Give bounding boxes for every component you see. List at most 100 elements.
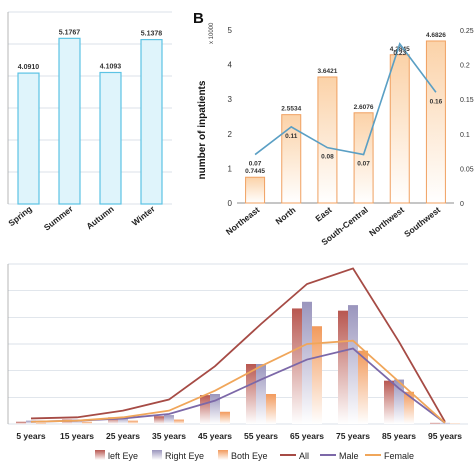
panel-label-b: B: [193, 10, 204, 27]
bar-left-eye: [200, 395, 210, 424]
x-tick-label: 5 years: [16, 431, 46, 441]
x-tick-label: Spring: [6, 204, 33, 228]
x-tick-label: East: [313, 205, 333, 224]
x-tick-label: Northeast: [224, 205, 262, 237]
value-label: 5.1378: [141, 31, 163, 38]
y-tick-label: 5: [228, 26, 233, 35]
bar-both-eye: [36, 422, 46, 424]
season-chart: 4.0910 Spring 5.1767 Summer 4.1093 Autumn 5.13…: [6, 11, 172, 233]
line-value-label: 0.23: [393, 50, 406, 57]
value-label: 2.5534: [281, 106, 301, 113]
bar-northeast: [245, 176, 266, 204]
bar-winter: [140, 38, 163, 205]
value-label: 0.7445: [245, 168, 265, 175]
bar-right-eye: [440, 422, 450, 424]
bar-right-eye: [348, 305, 358, 424]
line-value-label: 0.11: [285, 133, 298, 140]
y2-tick-label: 0.2: [460, 63, 470, 70]
x-tick-label: Winter: [130, 203, 157, 228]
x-tick-label: 75 years: [336, 431, 370, 441]
bar-both-eye: [174, 419, 184, 424]
region-chart: B x 10000 number of inpatients 0 1 2 3 4 5 0 0.…: [193, 10, 474, 247]
y2-tick-label: 0.1: [460, 132, 470, 139]
bar-right-eye: [302, 301, 312, 424]
x-tick-label: 25 years: [106, 431, 140, 441]
bar-right-eye: [26, 420, 36, 424]
x-tick-label: 45 years: [198, 431, 232, 441]
bar-northwest: [389, 54, 410, 204]
y2-tick-label: 0: [460, 201, 464, 208]
bar-east: [317, 76, 338, 204]
bar-left-eye: [384, 380, 394, 424]
bar-summer: [58, 37, 81, 205]
line-male: [30, 347, 446, 424]
legend-label: Both Eye: [231, 451, 268, 461]
bar-both-eye: [128, 420, 138, 424]
value-label: 4.2845: [390, 46, 410, 53]
x-tick-label: 15 years: [60, 431, 94, 441]
value-label: 4.0910: [18, 64, 40, 71]
bar-left-eye: [338, 310, 348, 424]
bar-left-eye: [16, 421, 26, 424]
x-tick-label: Northwest: [367, 205, 406, 239]
line-value-label: 0.16: [430, 98, 443, 105]
bar-right-eye: [256, 364, 266, 424]
value-label: 4.6826: [426, 32, 446, 39]
y-tick-label: 4: [228, 61, 233, 70]
line-female: [30, 339, 446, 424]
bar-both-eye: [82, 421, 92, 424]
y2-tick-label: 0.05: [460, 166, 474, 173]
bar-left-eye: [246, 364, 256, 424]
bar-right-eye: [210, 394, 220, 424]
bar-autumn: [99, 71, 122, 205]
y-tick-label: 3: [228, 95, 233, 104]
bar-north: [281, 114, 302, 204]
bar-right-eye: [72, 419, 82, 424]
legend-label: left Eye: [108, 451, 138, 461]
x-tick-label: Autumn: [84, 204, 115, 232]
legend-swatch: [152, 450, 162, 460]
bar-right-eye: [394, 379, 404, 424]
bar-left-eye: [154, 416, 164, 424]
age-chart: 5 years 15 years 25 years 35 years 45 years 5…: [7, 263, 468, 441]
bar-left-eye: [108, 417, 118, 424]
bar-both-eye: [266, 394, 276, 424]
y2-tick-label: 0.25: [460, 28, 474, 35]
line-value-label: 0.08: [321, 154, 334, 161]
legend-swatch: [95, 450, 105, 460]
legend: left Eye Right Eye Both Eye All Male Female: [95, 450, 414, 461]
y2-tick-label: 0.15: [460, 97, 474, 104]
y-tick-label: 0: [228, 199, 233, 208]
x-tick-label: Summer: [42, 203, 76, 232]
bar-left-eye: [430, 422, 440, 424]
x-tick-label: 35 years: [152, 431, 186, 441]
x-tick-label: North: [273, 205, 297, 227]
x-tick-label: 55 years: [244, 431, 278, 441]
legend-label: Female: [384, 451, 414, 461]
y-tick-label: 1: [228, 164, 233, 173]
value-label: 4.1093: [100, 64, 122, 71]
ratio-line: [254, 42, 437, 156]
legend-swatch: [218, 450, 228, 460]
bar-spring: [17, 72, 40, 205]
bar-both-eye: [358, 350, 368, 424]
x-tick-label: Southwest: [402, 205, 442, 239]
y-tick-label: 2: [228, 130, 233, 139]
value-label: 2.6076: [354, 104, 374, 111]
y-scale-note: x 10000: [209, 22, 215, 44]
line-value-label: 0.07: [357, 161, 370, 168]
bar-right-eye: [118, 417, 128, 424]
bar-right-eye: [164, 415, 174, 424]
legend-label: All: [299, 451, 309, 461]
bar-both-eye: [220, 411, 230, 424]
legend-label: Male: [339, 451, 359, 461]
bar-both-eye: [404, 391, 414, 424]
value-label: 5.1767: [59, 29, 81, 36]
value-label: 3.6421: [317, 68, 337, 75]
x-tick-label: 95 years: [428, 431, 462, 441]
x-tick-label: 65 years: [290, 431, 324, 441]
line-value-label: 0.07: [249, 161, 262, 168]
y-axis-title: number of inpatients: [197, 80, 208, 179]
x-tick-label: 85 years: [382, 431, 416, 441]
